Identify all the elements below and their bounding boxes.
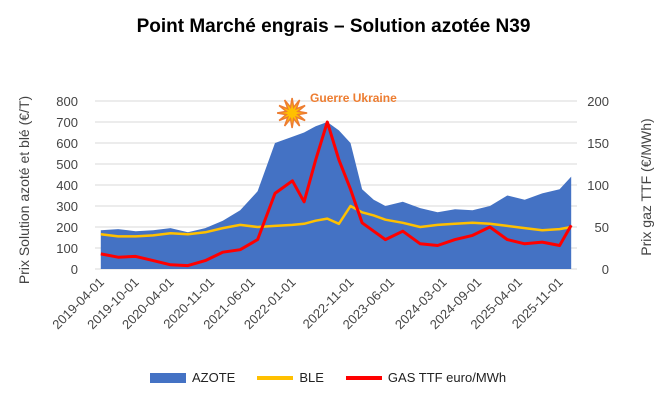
legend-label-azote: AZOTE — [192, 370, 236, 385]
left-tick-label: 400 — [56, 178, 78, 193]
area-series — [100, 122, 572, 269]
legend-item-azote: AZOTE — [150, 370, 235, 385]
left-tick-label: 500 — [56, 157, 78, 172]
right-tick-label: 0 — [602, 262, 609, 277]
line-series — [100, 120, 573, 268]
right-tick-label: 150 — [587, 136, 609, 151]
x-axis-ticks: 2019-04-012019-10-012020-04-012020-11-01… — [49, 275, 565, 333]
left-tick-label: 100 — [56, 241, 78, 256]
annotation: Guerre Ukraine — [276, 91, 397, 129]
legend-label-ble: BLE — [299, 370, 324, 385]
right-tick-label: 100 — [587, 178, 609, 193]
legend-swatch-gas — [345, 375, 382, 380]
left-tick-label: 0 — [71, 262, 78, 277]
legend-swatch-azote — [150, 372, 186, 383]
legend: AZOTE BLE GAS TTF euro/MWh — [150, 370, 570, 385]
legend-label-gas: GAS TTF euro/MWh — [387, 370, 507, 385]
left-tick-label: 800 — [56, 94, 78, 109]
legend-swatch-ble — [257, 375, 294, 380]
left-axis-label: Prix Solution azoté et blé (€/T) — [16, 96, 32, 284]
left-axis-ticks: 0 100 200 300 400 500 600 700 800 — [56, 94, 78, 277]
right-axis-label: Prix gaz TTF (€/MWh) — [638, 118, 654, 255]
explosion-icon — [276, 97, 308, 129]
left-tick-label: 300 — [56, 199, 78, 214]
right-tick-label: 50 — [595, 220, 609, 235]
line-gas — [100, 120, 573, 268]
left-tick-label: 600 — [56, 136, 78, 151]
right-tick-label: 200 — [587, 94, 609, 109]
annotation-label: Guerre Ukraine — [310, 91, 397, 105]
chart-title: Point Marché engrais – Solution azotée N… — [136, 16, 531, 37]
left-tick-label: 700 — [56, 115, 78, 130]
line-ble — [100, 204, 572, 238]
area-azote — [100, 122, 572, 269]
left-tick-label: 200 — [56, 220, 78, 235]
legend-item-ble: BLE — [257, 370, 324, 385]
right-axis-ticks: 0 50 100 150 200 — [587, 94, 609, 277]
legend-item-gas: GAS TTF euro/MWh — [345, 370, 507, 385]
